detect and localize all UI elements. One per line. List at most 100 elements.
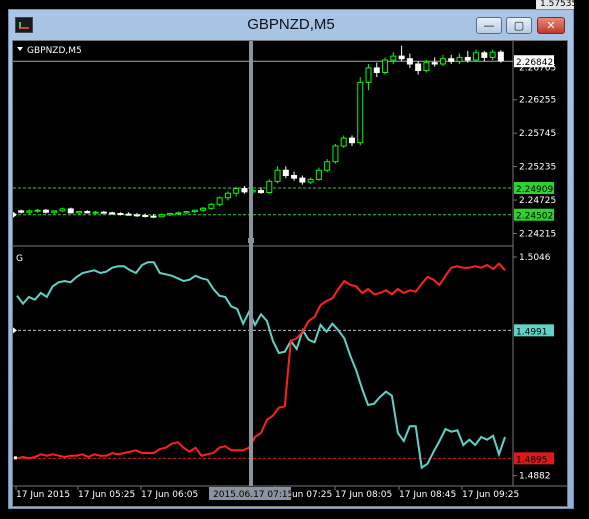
candle-body <box>291 174 298 179</box>
current-price-badge <box>514 55 554 68</box>
candle-body <box>150 215 157 218</box>
candle-body <box>125 213 132 216</box>
level-marker <box>14 456 17 460</box>
candle-body <box>299 177 306 183</box>
crosshair-time-badge <box>209 487 291 500</box>
crosshair-marker <box>248 238 254 243</box>
background-bottom-strip <box>0 508 589 519</box>
background-desktop <box>0 0 589 8</box>
indicator-scale: 1.5046 1.4882 <box>513 253 551 482</box>
candle-body <box>448 58 455 62</box>
candle-body <box>216 197 223 205</box>
indicator-badge-red <box>514 452 554 465</box>
close-icon: ✕ <box>546 19 556 32</box>
crosshair-line[interactable] <box>249 41 253 486</box>
candle-body <box>100 211 107 214</box>
indicator-panel-label: G <box>16 254 23 264</box>
candle-body <box>67 208 74 214</box>
level-label-lower: 2.24502 <box>516 212 553 222</box>
price-scale[interactable]: 2.26255 2.25745 2.25235 2.24725 2.24215 2.267… <box>513 63 556 240</box>
maximize-icon: ▢ <box>513 19 525 32</box>
candle-body <box>373 67 380 74</box>
time-tick-label: 17 Jun 2015 <box>16 490 70 500</box>
candle-body <box>191 209 198 213</box>
level-arrow-icon <box>13 327 17 334</box>
candle-body <box>167 213 174 216</box>
time-tick-label: 17 Jun 06:05 <box>141 490 198 500</box>
candle-body <box>439 58 446 65</box>
indicator-label-red: 1.4895 <box>516 455 548 465</box>
price-tick-label: 2.25235 <box>519 163 556 173</box>
series-line-red <box>16 262 506 460</box>
candle-body <box>200 207 207 211</box>
maximize-button[interactable]: ▢ <box>506 17 532 34</box>
time-axis[interactable]: 17 Jun 2015 17 Jun 05:25 17 Jun 06:05 17 Ju… <box>15 486 519 500</box>
candle-body <box>26 210 33 213</box>
candle-body <box>233 188 240 194</box>
time-tick-label: 17 Jun 07:25 <box>275 490 332 500</box>
time-tick-label: 17 Jun 08:05 <box>335 490 392 500</box>
candle-body <box>84 211 91 214</box>
candle-body <box>340 137 347 147</box>
background-price-label: 1.57535 <box>536 0 589 9</box>
candle-body <box>473 52 480 61</box>
candle-body <box>332 145 339 163</box>
candle-body <box>241 188 248 193</box>
candle-body <box>456 56 463 62</box>
indicator-tick-label: 1.4882 <box>519 472 551 482</box>
time-tick-label: 17 Jun 08:45 <box>399 490 456 500</box>
candle-body <box>274 169 281 182</box>
candle-body <box>34 209 41 212</box>
level-label-upper: 2.24909 <box>516 185 553 195</box>
candle-body <box>382 59 389 74</box>
candle-body <box>109 212 116 215</box>
candle-body <box>59 208 66 212</box>
candle-body <box>224 192 231 199</box>
dropdown-arrow-icon[interactable] <box>17 47 23 51</box>
main-panel-label: GBPNZD,M5 <box>27 46 82 56</box>
candle-body <box>76 211 83 214</box>
price-tick-label: 2.24215 <box>519 230 556 240</box>
background-right-strip <box>574 0 589 519</box>
candle-body <box>348 137 355 144</box>
price-tick-label: 2.24725 <box>519 196 556 206</box>
level-badge-upper <box>514 182 554 195</box>
close-button[interactable]: ✕ <box>537 17 565 34</box>
window-title: GBPNZD,M5 <box>247 16 335 33</box>
candle-body <box>92 211 99 214</box>
current-price-label: 2.26842 <box>516 58 553 68</box>
chart-area[interactable]: GBPNZD,M5 G 2.26255 2.25745 2.25235 2.24725… <box>12 40 568 507</box>
candle-body <box>324 161 331 171</box>
chart-window-icon[interactable] <box>15 17 33 33</box>
candle-body <box>431 62 438 65</box>
main-levels: 2.26842 2.24909 2.24502 <box>13 55 554 222</box>
candle-body <box>398 55 405 60</box>
candle-body <box>133 214 140 217</box>
minimize-button[interactable]: — <box>476 17 502 34</box>
candle-body <box>266 180 273 194</box>
title-bar[interactable]: GBPNZD,M5 — ▢ ✕ <box>9 10 573 40</box>
candle-body <box>315 169 322 180</box>
level-badge-lower <box>514 208 554 221</box>
time-tick-label: 17 Jun 05:25 <box>78 490 135 500</box>
level-arrow-icon <box>13 211 17 218</box>
indicator-tick-label: 1.5046 <box>519 253 551 263</box>
candle-body <box>175 212 182 215</box>
candle-body <box>423 62 430 72</box>
chart-canvas[interactable]: GBPNZD,M5 G 2.26255 2.25745 2.25235 2.24725… <box>13 41 567 506</box>
candle-body <box>158 214 165 218</box>
chart-window: GBPNZD,M5 — ▢ ✕ GBPNZD,M5 G 2.26255 2.257… <box>8 9 574 509</box>
price-tick-label: 2.25745 <box>519 129 556 139</box>
series-line-cyan <box>16 261 506 470</box>
time-tick-label: 17 Jun 09:25 <box>462 490 519 500</box>
indicator-label-cyan: 1.4991 <box>516 327 548 337</box>
candle-body <box>489 51 496 58</box>
background-left-strip <box>0 0 8 519</box>
candle-body <box>258 190 264 194</box>
candle-body <box>183 211 190 214</box>
price-tick-label: 2.26765 <box>519 63 556 73</box>
candle-body <box>406 58 413 65</box>
minimize-icon: — <box>483 19 495 32</box>
candle-body <box>117 213 124 216</box>
candle-body <box>365 67 372 83</box>
